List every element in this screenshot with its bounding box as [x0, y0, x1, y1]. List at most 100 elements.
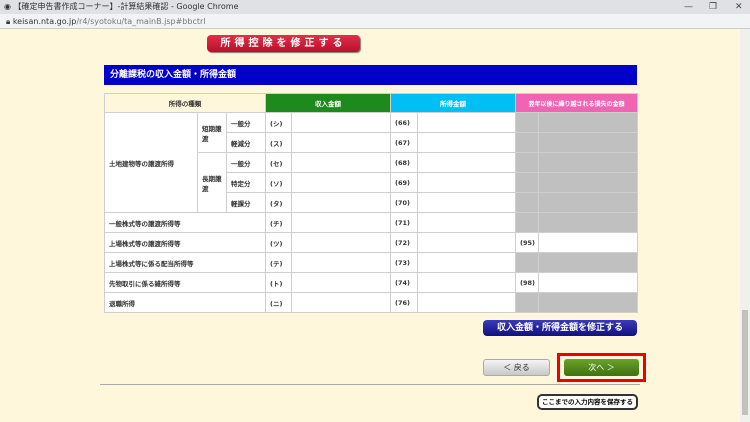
profit-value — [417, 152, 517, 173]
window-title: 【確定申告書作成コーナー】-計算結果確認 - Google Chrome — [13, 2, 239, 11]
income-code: (テ) — [265, 252, 293, 273]
sub-label: 一般分 — [225, 112, 267, 133]
address-bar[interactable]: 🔒︎ keisan.nta.go.jp/r4/syotoku/ta_mainB.… — [0, 14, 750, 29]
section-title: 分離課税の収入金額・所得金額 — [104, 65, 637, 85]
income-value — [291, 292, 392, 313]
income-value — [291, 252, 392, 273]
income-code: (ト) — [265, 272, 293, 293]
loss-value — [538, 292, 639, 313]
income-code: (タ) — [265, 192, 293, 213]
profit-code: (70) — [390, 192, 419, 213]
save-progress-button[interactable]: ここまでの入力内容を保存する — [537, 394, 638, 410]
globe-icon: ◉ — [4, 2, 14, 11]
lock-icon: 🔒︎ — [6, 17, 13, 26]
income-code: (チ) — [265, 212, 293, 233]
table-row: 退職所得 (ニ) (76) — [103, 292, 639, 313]
fix-amounts-button[interactable]: 収入金額・所得金額を修正する — [483, 320, 637, 336]
land-label: 土地建物等の譲渡所得 — [104, 112, 198, 213]
table-row: 特定分 (ソ) (69) — [105, 172, 639, 193]
profit-value — [417, 212, 517, 233]
loss-value — [538, 192, 639, 213]
income-value — [291, 112, 392, 133]
loss-code — [515, 252, 540, 273]
header-income: 収入金額 — [265, 93, 392, 113]
loss-value — [538, 172, 639, 193]
income-code: (ツ) — [265, 232, 293, 253]
table-row: 軽減分 (ス) (67) — [105, 132, 639, 153]
loss-value — [538, 212, 639, 233]
loss-code: (98) — [515, 272, 540, 293]
loss-code — [515, 172, 540, 193]
loss-value — [538, 272, 639, 293]
income-value — [291, 172, 392, 193]
scrollbar-thumb[interactable] — [742, 310, 748, 415]
divider — [100, 384, 640, 385]
row-label: 先物取引に係る雑所得等 — [103, 272, 267, 293]
profit-value — [417, 252, 517, 273]
header-loss-carryover: 翌年以後に繰り越される損失の金額 — [515, 93, 639, 113]
next-button[interactable]: 次へ ＞ — [564, 359, 639, 376]
profit-value — [417, 232, 517, 253]
profit-value — [417, 292, 517, 313]
window-title-bar: ◉ 【確定申告書作成コーナー】-計算結果確認 - Google Chrome —… — [0, 0, 750, 14]
loss-code: (95) — [515, 232, 540, 253]
loss-code — [515, 192, 540, 213]
profit-value — [417, 112, 517, 133]
scrollbar[interactable] — [740, 29, 750, 422]
profit-value — [417, 172, 517, 193]
header-profit: 所得金額 — [390, 93, 517, 113]
sub-label: 軽減分 — [225, 132, 267, 153]
sub-label: 軽課分 — [225, 192, 267, 213]
row-label: 一般株式等の譲渡所得等 — [103, 212, 267, 233]
back-button[interactable]: ＜ 戻る — [483, 359, 550, 376]
restore-icon[interactable]: ❐ — [709, 2, 718, 12]
table-row: 軽課分 (タ) (70) — [105, 192, 639, 213]
income-code: (ス) — [265, 132, 293, 153]
profit-code: (74) — [390, 272, 419, 293]
url-host: keisan.nta.go.jp — [12, 17, 77, 26]
loss-code — [515, 132, 540, 153]
income-code: (セ) — [265, 152, 293, 173]
loss-code — [515, 292, 540, 313]
income-value — [291, 152, 392, 173]
loss-value — [538, 252, 639, 273]
income-code: (ソ) — [265, 172, 293, 193]
table-row: 一般株式等の譲渡所得等 (チ) (71) — [103, 212, 639, 233]
loss-value — [538, 132, 639, 153]
loss-value — [538, 232, 639, 253]
profit-code: (66) — [390, 112, 419, 133]
row-label: 退職所得 — [103, 292, 267, 313]
loss-code — [515, 112, 540, 133]
income-table: 所得の種類 収入金額 所得金額 翌年以後に繰り越される損失の金額 土地建物等の譲… — [103, 93, 639, 313]
profit-code: (68) — [390, 152, 419, 173]
long-term-label: 長期譲渡 — [197, 152, 227, 213]
profit-value — [417, 272, 517, 293]
loss-value — [538, 152, 639, 173]
profit-code: (71) — [390, 212, 419, 233]
close-icon[interactable]: ✕ — [735, 2, 743, 12]
sub-label: 特定分 — [225, 172, 267, 193]
fix-deduction-button[interactable]: 所得控除を修正する — [207, 35, 360, 52]
income-code: (シ) — [265, 112, 293, 133]
profit-code: (73) — [390, 252, 419, 273]
table-row: 先物取引に係る雑所得等 (ト) (74) (98) — [103, 272, 639, 293]
short-term-label: 短期譲渡 — [197, 112, 227, 153]
row-label: 上場株式等に係る配当所得等 — [103, 252, 267, 273]
highlight-box — [557, 353, 646, 382]
profit-code: (67) — [390, 132, 419, 153]
loss-value — [538, 112, 639, 133]
income-value — [291, 272, 392, 293]
income-value — [291, 132, 392, 153]
loss-code — [515, 152, 540, 173]
income-value — [291, 212, 392, 233]
minimize-icon[interactable]: — — [684, 2, 693, 12]
profit-code: (76) — [390, 292, 419, 313]
table-row: 上場株式等に係る配当所得等 (テ) (73) — [103, 252, 639, 273]
header-type: 所得の種類 — [103, 93, 267, 113]
loss-code — [515, 212, 540, 233]
profit-code: (69) — [390, 172, 419, 193]
table-row: 土地建物等の譲渡所得 短期譲渡 一般分 (シ) (66) — [104, 112, 639, 213]
profit-value — [417, 132, 517, 153]
profit-value — [417, 192, 517, 213]
table-row: 長期譲渡 一般分 (セ) (68) — [105, 152, 639, 213]
